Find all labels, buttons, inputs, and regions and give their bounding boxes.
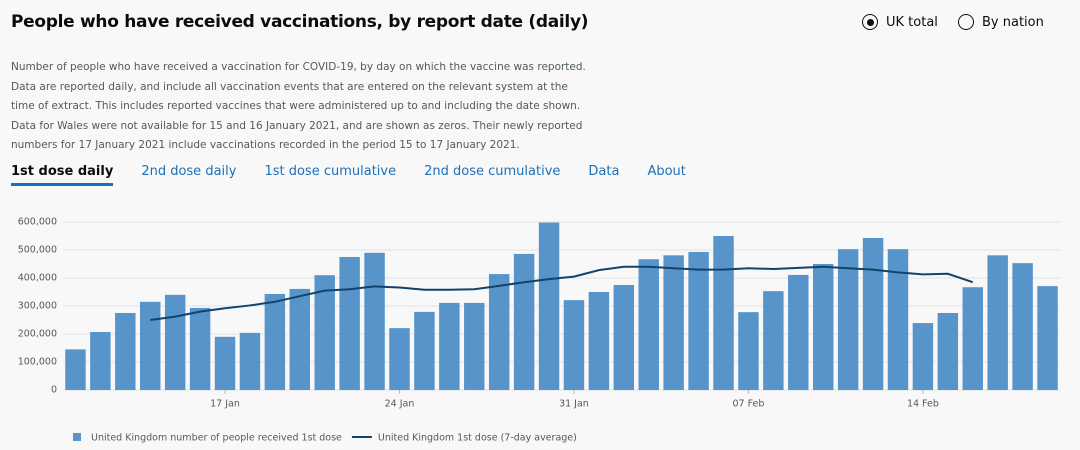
bar: [862, 237, 884, 390]
bar: [912, 323, 934, 390]
bar: [763, 291, 784, 390]
bar: [488, 274, 510, 390]
bar: [439, 302, 460, 390]
page-title: People who have received vaccinations, b…: [11, 12, 589, 32]
bar: [563, 300, 585, 390]
bar: [140, 301, 161, 390]
bar: [613, 285, 635, 390]
radio-dot: [862, 14, 878, 30]
bar: [987, 255, 1008, 390]
bar: [289, 288, 311, 390]
bar: [164, 294, 186, 390]
legend-swatch: [73, 433, 81, 441]
tabs: 1st dose daily 2nd dose daily 1st dose cum…: [11, 164, 686, 186]
chart: 0 100,000 200,000 300,000 400,000 500,000 600,…: [18, 217, 1060, 444]
tab[interactable]: 2nd dose daily: [141, 164, 237, 179]
bar: [364, 252, 385, 390]
y-tick-label: 300,000: [18, 301, 57, 312]
bar: [414, 311, 435, 390]
bar: [264, 293, 286, 390]
y-tick-label: 100,000: [18, 357, 57, 368]
y-tick-label: 600,000: [18, 217, 57, 228]
radio-dot: [958, 14, 974, 30]
legend-label: United Kingdom number of people received…: [91, 433, 342, 444]
x-tick-label: 24 Jan: [385, 399, 415, 410]
bar: [937, 313, 959, 390]
x-tick-label: 17 Jan: [210, 399, 240, 410]
bar: [189, 307, 211, 390]
bar: [538, 222, 560, 390]
bar: [713, 236, 734, 390]
tab[interactable]: About: [647, 164, 686, 179]
bar: [389, 328, 410, 390]
bar: [314, 275, 335, 390]
description-line: numbers for 17 January 2021 include vacc…: [11, 139, 520, 151]
y-tick-label: 500,000: [18, 245, 57, 256]
average-line: [150, 265, 974, 321]
bar: [115, 313, 136, 390]
y-tick-label: 200,000: [18, 329, 57, 340]
bar: [788, 274, 809, 390]
radio-label: UK total: [886, 14, 938, 30]
bar: [90, 332, 111, 390]
x-tick-label: 14 Feb: [907, 399, 939, 410]
radio-label: By nation: [982, 14, 1044, 30]
bar: [588, 292, 610, 390]
x-tick-label: 31 Jan: [559, 399, 589, 410]
bar: [1012, 263, 1033, 390]
bar: [214, 336, 236, 390]
bar: [738, 312, 759, 390]
description-line: Data for Wales were not available for 15…: [11, 119, 583, 132]
bar: [339, 257, 360, 390]
bar: [962, 287, 983, 390]
tab[interactable]: 1st dose daily: [11, 164, 114, 186]
description-line: Number of people who have received a vac…: [11, 61, 586, 73]
bar: [837, 249, 859, 390]
bar: [663, 255, 684, 390]
bar: [464, 302, 485, 390]
x-tick-label: 07 Feb: [732, 399, 764, 410]
bar: [513, 253, 535, 390]
tab[interactable]: Data: [588, 164, 620, 179]
y-tick-label: 400,000: [18, 273, 57, 284]
bar: [638, 259, 659, 390]
radio-uk[interactable]: UK total: [862, 14, 938, 30]
bar: [65, 349, 86, 390]
description-line: time of extract. This includes reported …: [11, 100, 581, 112]
description-line: Data are reported daily, and include all…: [11, 80, 568, 93]
tab[interactable]: 2nd dose cumulative: [424, 164, 561, 179]
bar: [688, 251, 709, 390]
bar: [239, 332, 261, 390]
description: Number of people who have received a vac…: [11, 58, 586, 156]
tab[interactable]: 1st dose cumulative: [264, 164, 397, 179]
bar: [812, 264, 834, 390]
legend-label: United Kingdom 1st dose (7-day average): [378, 433, 577, 444]
bar: [887, 249, 909, 390]
bar: [1037, 286, 1058, 390]
y-tick-label: 0: [51, 385, 57, 396]
radio-nation[interactable]: By nation: [958, 14, 1044, 30]
